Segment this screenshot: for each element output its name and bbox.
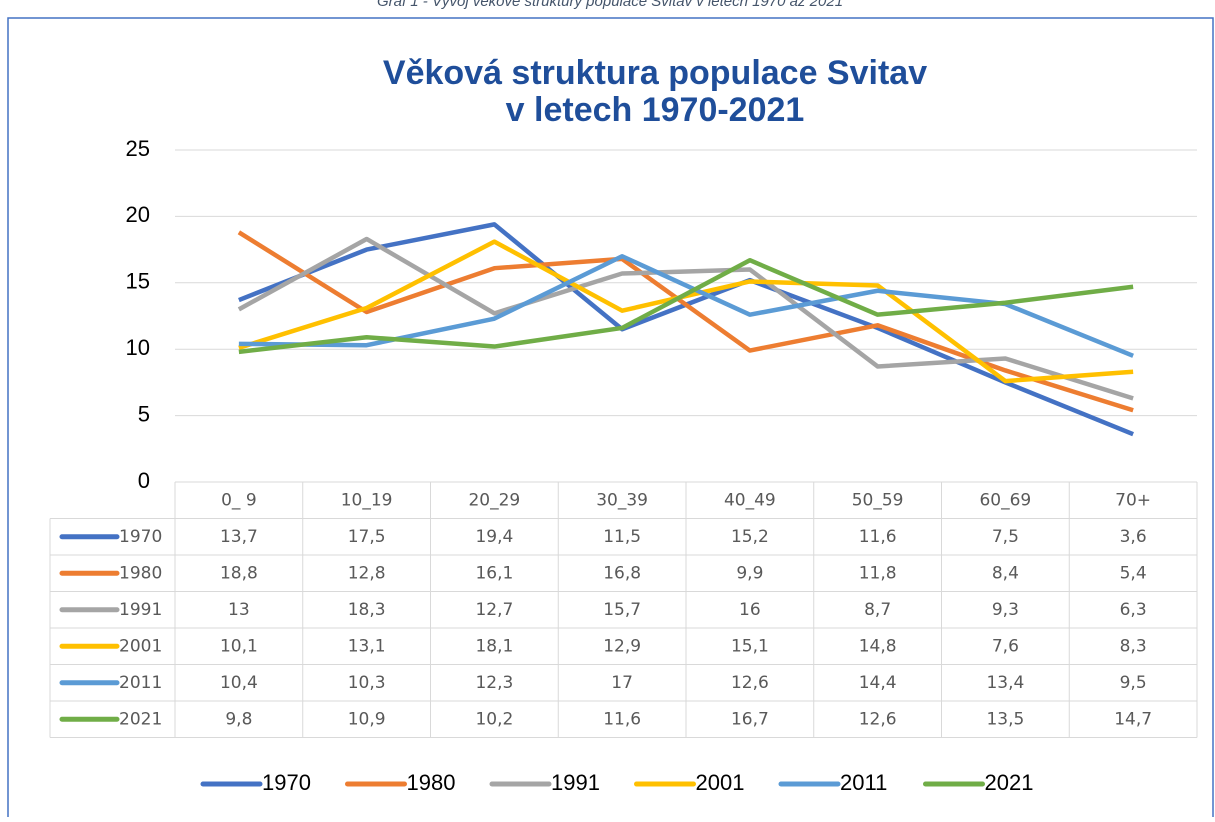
x-tick-label: 60_69 xyxy=(979,490,1031,510)
table-cell: 8,3 xyxy=(1120,636,1147,656)
table-cell: 14,8 xyxy=(859,636,897,656)
table-row-label: 1991 xyxy=(119,600,162,620)
table-cell: 7,6 xyxy=(992,636,1019,656)
table-cell: 9,3 xyxy=(992,600,1019,620)
chart-frame xyxy=(7,17,1214,822)
table-cell: 9,8 xyxy=(225,709,252,729)
x-tick-label: 20_29 xyxy=(468,490,520,510)
chart-title: Věková struktura populace Svitav xyxy=(383,54,927,92)
table-cell: 10,9 xyxy=(348,709,386,729)
table-cell: 14,7 xyxy=(1114,709,1152,729)
table-cell: 12,3 xyxy=(475,673,513,693)
table-cell: 16,1 xyxy=(475,563,513,583)
table-row-label: 2021 xyxy=(119,709,162,729)
table-cell: 16,8 xyxy=(603,563,641,583)
x-tick-label: 0_ 9 xyxy=(221,490,257,510)
x-tick-label: 70+ xyxy=(1115,490,1151,510)
chart-title: v letech 1970-2021 xyxy=(506,91,805,129)
table-cell: 13,5 xyxy=(986,709,1024,729)
y-tick-label: 15 xyxy=(126,269,150,294)
table-cell: 10,3 xyxy=(348,673,386,693)
table-cell: 12,8 xyxy=(348,563,386,583)
table-cell: 6,3 xyxy=(1120,600,1147,620)
table-row-label: 1970 xyxy=(119,527,162,547)
table-cell: 18,3 xyxy=(348,600,386,620)
legend-label: 1980 xyxy=(407,770,456,795)
table-cell: 16,7 xyxy=(731,709,769,729)
table-cell: 12,7 xyxy=(475,600,513,620)
x-tick-label: 50_59 xyxy=(852,490,904,510)
table-cell: 11,8 xyxy=(859,563,897,583)
table-cell: 11,6 xyxy=(603,709,641,729)
table-cell: 11,5 xyxy=(603,527,641,547)
table-cell: 13,4 xyxy=(986,673,1024,693)
table-row-label: 1980 xyxy=(119,563,162,583)
y-tick-label: 20 xyxy=(126,202,150,227)
table-cell: 10,1 xyxy=(220,636,258,656)
table-cell: 8,7 xyxy=(864,600,891,620)
legend-label: 2021 xyxy=(985,770,1034,795)
table-cell: 18,1 xyxy=(475,636,513,656)
x-tick-label: 10_19 xyxy=(341,490,393,510)
table-cell: 12,6 xyxy=(859,709,897,729)
table-cell: 11,6 xyxy=(859,527,897,547)
table-cell: 7,5 xyxy=(992,527,1019,547)
y-tick-label: 5 xyxy=(138,401,150,426)
series-line xyxy=(237,230,1134,413)
series-line xyxy=(238,222,1134,437)
legend-label: 1970 xyxy=(262,770,311,795)
table-cell: 5,4 xyxy=(1120,563,1147,583)
table-cell: 18,8 xyxy=(220,563,258,583)
table-cell: 15,7 xyxy=(603,600,641,620)
table-cell: 13 xyxy=(228,600,250,620)
table-cell: 12,9 xyxy=(603,636,641,656)
table-cell: 15,1 xyxy=(731,636,769,656)
table-cell: 14,4 xyxy=(859,673,897,693)
table-cell: 16 xyxy=(739,600,761,620)
series-line xyxy=(238,257,1134,355)
x-tick-label: 30_39 xyxy=(596,490,648,510)
table-cell: 3,6 xyxy=(1120,527,1147,547)
table-cell: 9,9 xyxy=(736,563,763,583)
y-tick-label: 0 xyxy=(138,468,150,493)
y-tick-label: 10 xyxy=(126,335,150,360)
table-cell: 8,4 xyxy=(992,563,1019,583)
table-cell: 10,2 xyxy=(475,709,513,729)
table-row-label: 2001 xyxy=(119,636,162,656)
table-cell: 13,7 xyxy=(220,527,258,547)
table-cell: 15,2 xyxy=(731,527,769,547)
table-cell: 17,5 xyxy=(348,527,386,547)
series-line xyxy=(237,236,1134,401)
y-tick-label: 25 xyxy=(126,136,150,161)
legend-label: 1991 xyxy=(551,770,600,795)
x-tick-label: 40_49 xyxy=(724,490,776,510)
table-cell: 10,4 xyxy=(220,673,258,693)
table-cell: 9,5 xyxy=(1120,673,1147,693)
table-cell: 12,6 xyxy=(731,673,769,693)
caption: Graf 1 - Vývoj věkové struktury populace… xyxy=(377,0,843,10)
table-cell: 17 xyxy=(611,673,633,693)
table-row-label: 2011 xyxy=(119,673,162,693)
legend-label: 2001 xyxy=(696,770,745,795)
legend-label: 2011 xyxy=(840,770,887,795)
table-cell: 19,4 xyxy=(475,527,513,547)
table-cell: 13,1 xyxy=(348,636,386,656)
